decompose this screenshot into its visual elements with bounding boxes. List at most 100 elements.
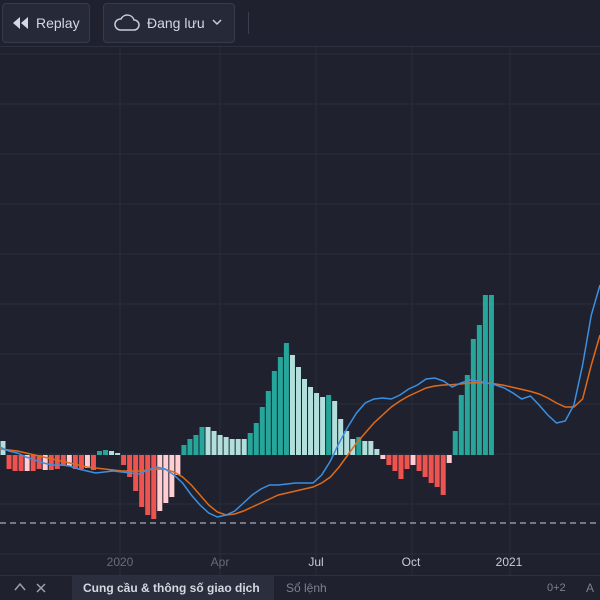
histogram-bar [488,295,494,455]
histogram-bar [386,455,392,465]
histogram-bar [78,455,84,469]
x-axis-labels: 2020 Apr Jul Oct 2021 [107,555,523,569]
histogram-bar [54,455,60,469]
slow-signal-line [0,334,600,516]
histogram-bar [464,375,470,455]
histogram-bar [175,455,181,475]
histogram-bar [374,449,380,455]
histogram-bar [434,455,440,487]
histogram-bar [229,439,235,455]
histogram-bar [253,423,259,455]
histogram-bar [163,455,169,503]
histogram-bar [42,455,48,470]
histogram-bar [48,455,54,470]
histogram-bar [326,395,332,455]
histogram-bar [127,455,133,477]
save-status-label: Đang lưu [147,15,205,31]
chevron-down-icon [212,19,222,26]
histogram-bar [235,439,241,455]
histogram-bar [380,455,386,459]
tab-count-badge[interactable]: 0+2 [547,582,566,594]
cloud-icon [114,14,140,31]
histogram-bar [90,455,96,470]
histogram-bar [440,455,446,495]
histogram-bar [259,407,265,455]
histogram-bar [241,439,247,455]
histogram-bar [223,437,229,455]
histogram-bar [24,455,30,471]
histogram-bar [422,455,428,477]
histogram-bar [368,441,374,455]
tab-cut-off[interactable]: A [586,581,595,595]
macd-chart[interactable]: 2020 Apr Jul Oct 2021 [0,47,600,575]
chart-grid [0,47,600,575]
x-tick-label: Oct [402,555,421,569]
histogram-bar [295,367,301,455]
histogram-bar [277,357,283,455]
histogram-bar [470,339,476,455]
histogram-bar [169,455,175,497]
histogram-bar [66,455,72,466]
histogram-bar [103,450,109,455]
histogram-bar [289,355,295,455]
histogram-bar [452,431,458,455]
histogram-bar [362,441,368,455]
histogram-bar [211,431,217,455]
chevron-up-icon[interactable] [14,582,26,592]
histogram-bar [199,427,205,455]
fast-macd-line [0,284,600,518]
histogram-bar [265,391,271,455]
histogram-bar [139,455,145,507]
histogram-bar [404,455,410,469]
tab-order-book[interactable]: Sổ lệnh [286,581,327,595]
histogram-bar [283,343,289,455]
close-icon[interactable] [35,582,47,594]
histogram-bar [187,439,193,455]
x-tick-label: Apr [211,555,230,569]
replay-button[interactable]: Replay [2,3,90,43]
histogram-bar [482,295,488,455]
histogram-bar [217,435,223,455]
histogram-bar [344,431,350,455]
histogram-bar [410,455,416,465]
histogram-bar [84,455,90,468]
histogram-bar [60,455,66,466]
histogram-bar [6,455,12,469]
x-tick-label: Jul [308,555,323,569]
histogram-bar [157,455,163,511]
save-status-dropdown[interactable]: Đang lưu [103,3,235,43]
histogram-bar [12,455,18,471]
rewind-icon [13,17,28,29]
histogram-bar [205,427,211,455]
toolbar-bottom-border [0,46,600,47]
histogram-bar [338,419,344,455]
histogram-bar [115,453,121,455]
toolbar-divider [248,12,249,34]
histogram-bars [0,295,494,519]
histogram-bar [320,397,326,455]
histogram-bar [271,371,277,455]
histogram-bar [416,455,422,471]
histogram-bar [446,455,452,463]
x-tick-label: 2020 [107,555,134,569]
histogram-bar [458,395,464,455]
histogram-bar [476,325,482,455]
histogram-bar [181,445,187,455]
histogram-bar [72,455,78,469]
histogram-bar [145,455,151,515]
top-toolbar: Replay Đang lưu [0,0,600,46]
histogram-bar [398,455,404,479]
replay-label: Replay [36,15,80,31]
histogram-bar [314,393,320,455]
histogram-bar [121,455,127,465]
histogram-bar [392,455,398,471]
histogram-bar [18,455,24,471]
histogram-bar [193,435,199,455]
histogram-bar [332,401,338,455]
histogram-bar [151,455,157,519]
tab-supply-demand[interactable]: Cung cầu & thông số giao dịch [72,576,274,600]
x-tick-label: 2021 [496,555,523,569]
histogram-bar [247,433,253,455]
histogram-bar [30,455,36,471]
histogram-bar [428,455,434,483]
